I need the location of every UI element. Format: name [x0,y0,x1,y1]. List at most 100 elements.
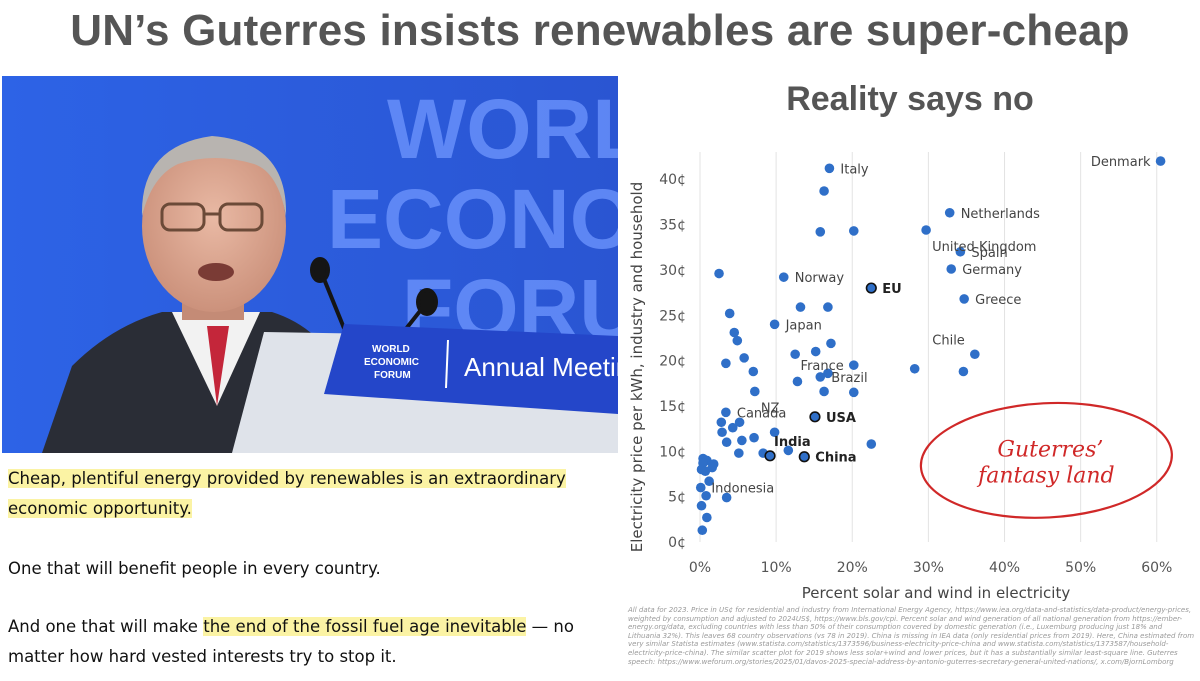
y-axis-label: Electricity price per kWh, industry and … [628,182,646,552]
data-point-eu [865,282,877,294]
data-point-chile [970,349,980,360]
data-label-usa: USA [826,411,856,426]
data-point [721,437,732,448]
data-point [729,327,740,338]
quote-paragraph-3: And one that will make the end of the fo… [8,612,616,672]
data-label-japan: Japan [785,318,822,333]
data-point [795,302,806,312]
quote-paragraph-2: One that will benefit people in every co… [8,559,381,578]
y-tick-label: 0¢ [668,535,686,551]
data-point [958,366,969,377]
speaker-photo-illustration: WORLD ECONOMIC FORUM [2,76,618,453]
data-point-greece [959,294,969,304]
data-point [727,422,738,433]
data-point [734,448,744,458]
data-label-indonesia: Indonesia [711,481,774,496]
data-label-norway: Norway [795,271,845,286]
data-point [823,302,833,312]
data-label-india: India [774,435,811,450]
data-label-canada: Canada [737,406,786,421]
data-point-indonesia [700,466,711,477]
data-point [695,482,706,493]
data-point-china [798,451,810,463]
data-label-brazil: Brazil [831,371,867,386]
backdrop-word-1: WORLD [387,82,618,176]
data-point [737,435,747,446]
data-point [702,512,712,523]
data-point [717,427,727,438]
source-notes: All data for 2023. Price in US¢ for resi… [628,606,1195,666]
data-point-spain [955,246,966,257]
data-point [848,387,859,398]
scatter-chart: 0% 10% 20% 30% 40% 50% 60% 0¢ 5¢ 10¢ 15¢ 20¢ 25¢ 30¢ 3… [628,152,1173,602]
fantasy-land-ellipse [919,401,1173,519]
data-point [716,417,727,428]
data-point-germany [946,264,957,274]
data-point-netherlands [944,207,955,218]
data-label-china: China [815,451,856,466]
data-label-united-kingdom: United Kingdom [932,240,1036,255]
backdrop-word-2: ECONOMIC [327,172,618,266]
x-tick-label: 30% [913,560,944,576]
y-tick-label: 10¢ [659,444,686,460]
data-point [704,476,714,487]
data-point [721,358,731,369]
data-label-germany: Germany [962,263,1022,278]
podium-logo-line-2: ECONOMIC [364,357,419,368]
data-point [823,368,833,379]
data-point-denmark [1155,156,1166,166]
data-point [696,500,707,511]
data-point-italy [824,163,835,174]
data-label-greece: Greece [975,293,1021,308]
x-tick-label: 20% [837,560,868,576]
data-point [826,338,836,349]
headline: UN’s Guterres insists renewables are sup… [70,6,1130,55]
podium-banner-text: Annual Meeting [464,352,618,382]
fantasy-land-text-line-1: Guterres’ [997,437,1103,462]
data-point [769,427,780,438]
x-tick-label: 40% [989,560,1020,576]
data-point [749,432,759,443]
podium-logo-line-1: WORLD [372,344,410,355]
data-point [790,349,800,360]
data-point [739,353,749,363]
speaker-photo: WORLD ECONOMIC FORUM [2,76,618,453]
data-point-nz [750,386,760,397]
data-point [732,335,743,346]
data-label-italy: Italy [840,162,869,177]
data-point [819,186,829,196]
data-label-nz: NZ [761,401,780,416]
data-point [819,386,829,397]
data-point-usa [809,411,821,423]
data-point [810,346,821,357]
data-point [697,525,708,536]
data-label-france: France [801,359,844,374]
data-label-eu: EU [882,282,901,297]
data-point-brazil [815,372,826,382]
y-tick-label: 15¢ [659,399,686,415]
data-label-chile: Chile [932,333,965,348]
quote-p3-after: — no matter how hard vested interests tr… [8,617,574,666]
data-point-norway [778,272,789,282]
data-point [792,376,803,387]
data-point [848,226,859,236]
x-tick-label: 60% [1141,560,1172,576]
y-tick-label: 25¢ [659,308,686,324]
y-tick-label: 20¢ [659,354,686,370]
data-label-netherlands: Netherlands [961,207,1040,222]
data-point [701,490,711,501]
fantasy-land-text-line-2: fantasy land [976,463,1115,488]
quote-highlight-2: the end of the fossil fuel age inevitabl… [203,617,527,636]
data-point-japan [769,319,780,330]
podium-logo-line-3: FORUM [374,370,411,381]
data-label-denmark: Denmark [1091,155,1151,170]
data-point [909,363,920,374]
quote-p3-before: And one that will make [8,617,204,636]
data-point [714,268,724,279]
data-point [734,417,745,428]
y-tick-label: 5¢ [668,490,686,506]
data-point-india [764,450,776,462]
data-point [866,439,877,449]
data-label-spain: Spain [971,246,1007,261]
x-tick-label: 10% [761,560,792,576]
